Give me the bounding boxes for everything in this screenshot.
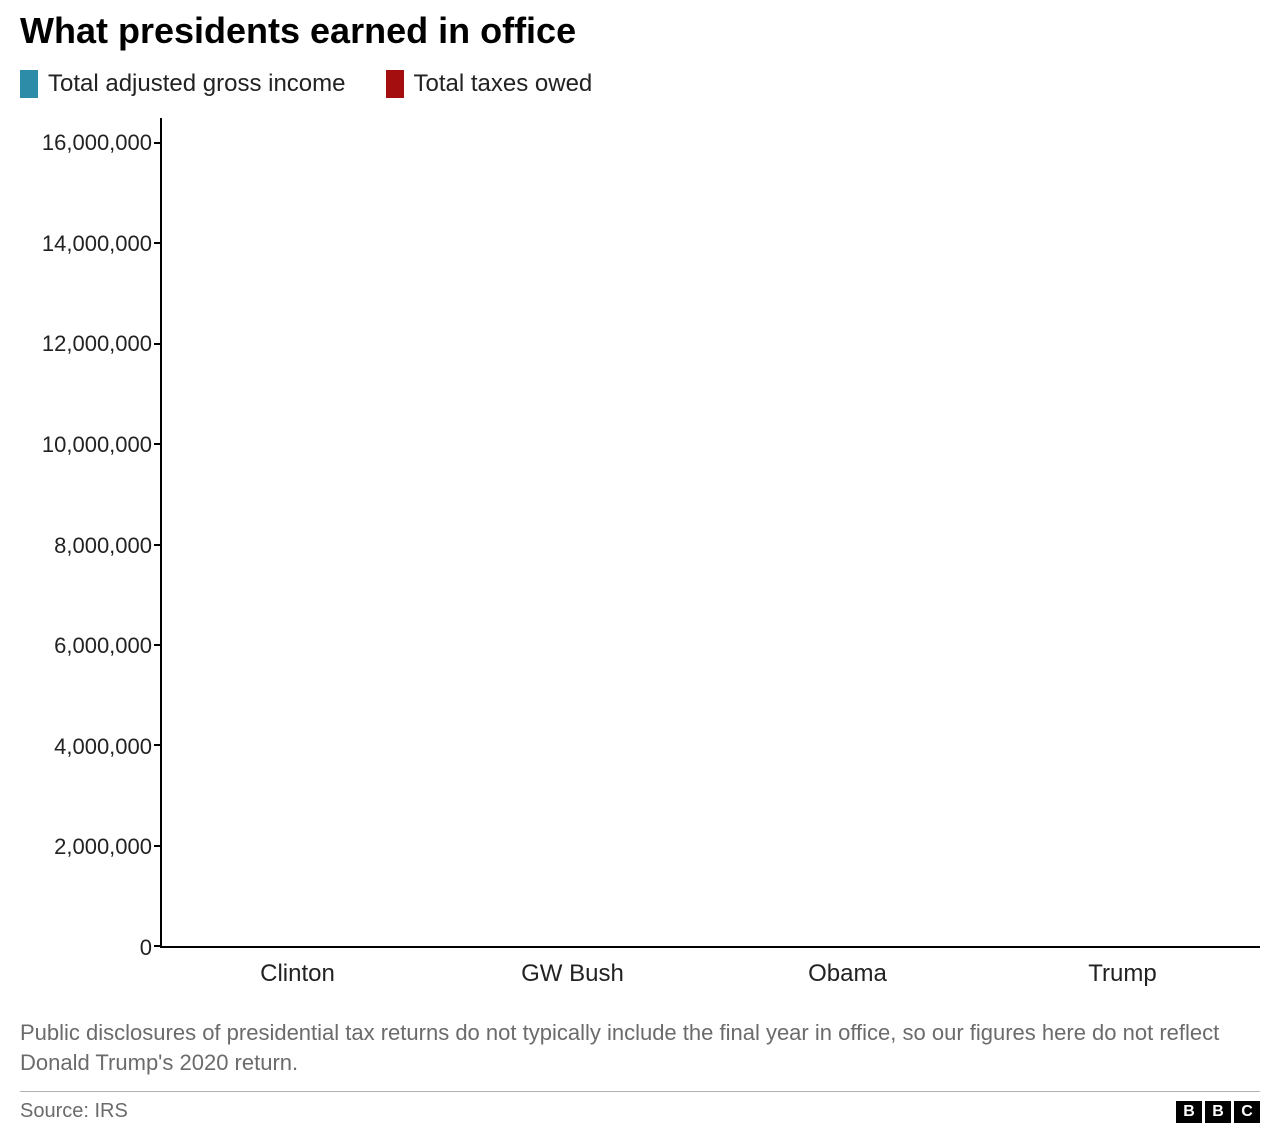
y-axis: 02,000,0004,000,0006,000,0008,000,00010,…: [20, 118, 160, 948]
y-tick-label: 0: [140, 935, 152, 961]
bbc-logo-b2: B: [1205, 1101, 1231, 1123]
legend: Total adjusted gross income Total taxes …: [20, 70, 1260, 98]
legend-item-taxes: Total taxes owed: [386, 70, 593, 98]
y-tick-label: 12,000,000: [42, 331, 152, 357]
chart-container: What presidents earned in office Total a…: [20, 10, 1260, 1123]
plot-area: [160, 118, 1260, 948]
bbc-logo-b1: B: [1176, 1101, 1202, 1123]
legend-swatch-income: [20, 70, 38, 98]
source-label: Source: IRS: [20, 1100, 128, 1123]
x-axis-label: Clinton: [160, 960, 435, 988]
y-tick-label: 16,000,000: [42, 130, 152, 156]
y-tick-mark: [154, 945, 162, 947]
y-tick-mark: [154, 343, 162, 345]
y-tick-label: 8,000,000: [54, 533, 152, 559]
x-axis-labels: ClintonGW BushObamaTrump: [160, 948, 1260, 988]
legend-swatch-taxes: [386, 70, 404, 98]
chart-footer: Source: IRS B B C: [20, 1091, 1260, 1123]
legend-label-taxes: Total taxes owed: [414, 70, 593, 98]
y-tick-label: 10,000,000: [42, 432, 152, 458]
chart-note: Public disclosures of presidential tax r…: [20, 1018, 1260, 1077]
chart-title: What presidents earned in office: [20, 10, 1260, 52]
bars-container: [162, 118, 1260, 946]
y-tick-label: 6,000,000: [54, 633, 152, 659]
x-axis-label: GW Bush: [435, 960, 710, 988]
bbc-logo: B B C: [1176, 1101, 1260, 1123]
y-tick-mark: [154, 142, 162, 144]
bbc-logo-c: C: [1234, 1101, 1260, 1123]
y-tick-label: 4,000,000: [54, 734, 152, 760]
y-tick-mark: [154, 644, 162, 646]
y-tick-mark: [154, 744, 162, 746]
chart-area: 02,000,0004,000,0006,000,0008,000,00010,…: [20, 118, 1260, 948]
y-tick-mark: [154, 544, 162, 546]
legend-item-income: Total adjusted gross income: [20, 70, 346, 98]
x-axis-label: Obama: [710, 960, 985, 988]
y-tick-mark: [154, 242, 162, 244]
y-tick-label: 14,000,000: [42, 231, 152, 257]
y-tick-label: 2,000,000: [54, 834, 152, 860]
legend-label-income: Total adjusted gross income: [48, 70, 346, 98]
x-axis-label: Trump: [985, 960, 1260, 988]
y-tick-mark: [154, 845, 162, 847]
y-tick-mark: [154, 443, 162, 445]
